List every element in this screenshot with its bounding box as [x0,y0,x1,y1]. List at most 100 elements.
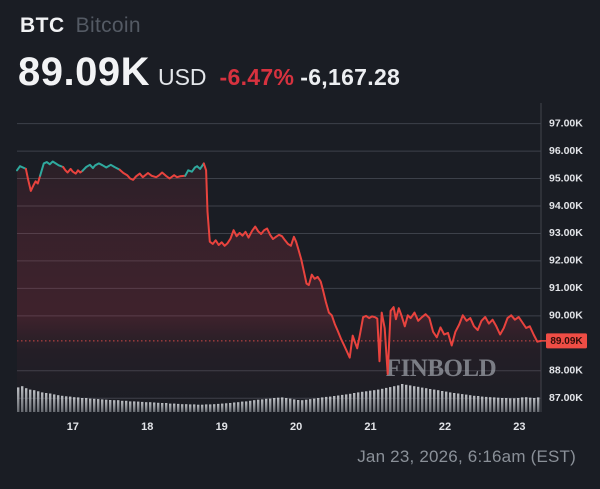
volume-bar [37,391,40,412]
volume-bar [217,403,220,412]
volume-bar [49,393,52,412]
volume-bar [449,392,452,412]
volume-bar [373,390,376,412]
volume-bar [65,396,68,412]
volume-bar [121,400,124,412]
price-line-segment-down [62,166,84,175]
volume-bar [393,386,396,412]
volume-bar [501,398,504,412]
volume-bar [389,387,392,412]
volume-bar [317,398,320,412]
price-value: 89.09K [18,50,150,94]
volume-bar [413,386,416,412]
ticker-name: Bitcoin [75,14,141,37]
volume-bar [213,404,216,412]
x-tick-label: 20 [290,421,302,433]
price-line-segment-down [202,162,542,376]
volume-bar [381,388,384,412]
volume-bar [365,391,368,412]
volume-bar [469,395,472,412]
volume-bar [133,401,136,412]
volume-bar [385,387,388,412]
volume-bar [265,398,268,412]
volume-bar [205,404,208,412]
volume-bar [345,394,348,412]
price-area-fill [17,161,541,412]
volume-bar [277,397,280,412]
volume-bar [189,404,192,412]
volume-bar [337,395,340,412]
volume-bar [221,403,224,412]
volume-bar [349,393,352,412]
volume-bar [537,397,540,412]
volume-bar [161,403,164,412]
volume-bar [269,398,272,412]
volume-bar [361,391,364,412]
volume-bar [69,396,72,412]
volume-bar [533,398,536,412]
volume-bar [441,391,444,412]
volume-bar [305,399,308,412]
x-tick-label: 23 [513,421,525,433]
volume-bar [229,403,232,412]
volume-bar [261,399,264,412]
ticker-row: BTC Bitcoin [20,14,141,38]
volume-bar [137,401,140,412]
volume-bar [89,398,92,412]
volume-bar [297,400,300,412]
y-tick-label: 91.00K [549,282,583,294]
volume-bar [109,400,112,412]
volume-bar [461,394,464,412]
volume-bar [97,399,100,412]
volume-bar [105,399,108,412]
volume-bar [81,398,84,412]
volume-bar [493,397,496,412]
volume-bar [129,401,132,412]
x-tick-label: 17 [67,421,79,433]
volume-bar [293,399,296,412]
volume-bar [309,399,312,412]
volume-bar [333,396,336,412]
price-currency: USD [157,64,207,90]
volume-bar [153,402,156,412]
y-tick-label: 90.00K [549,310,583,322]
volume-bar [489,397,492,412]
price-line-segment-down [24,167,42,192]
y-tick-label: 87.00K [549,392,583,404]
volume-bar [377,389,380,412]
price-line-segment-up [184,162,205,177]
volume-bar [245,401,248,412]
price-line-segment-up [81,162,121,172]
volume-bar [157,402,160,412]
volume-bar [125,400,128,412]
y-tick-label: 93.00K [549,227,583,239]
x-tick-label: 18 [141,421,153,433]
y-tick-label: 96.00K [549,145,583,157]
volume-bar [409,385,412,412]
volume-bar [145,402,148,412]
volume-bar [521,397,524,412]
volume-bar [149,402,152,412]
volume-bar [429,389,432,412]
volume-bar [33,390,36,412]
price-chart: 97.00K 96.00K 95.00K 94.00K 93.00K 92.00K 91.0… [16,103,587,433]
volume-bar [73,397,76,412]
volume-bar [241,401,244,412]
timestamp: Jan 23, 2026, 6:16am (EST) [357,447,576,466]
price-line-segment-up [16,165,27,172]
volume-bar [141,401,144,412]
volume-bar [325,396,328,412]
volume-bar [61,395,64,412]
ticker-symbol: BTC [20,14,65,37]
volume-bar [209,404,212,412]
volume-bar [405,384,408,412]
volume-bar [57,395,60,412]
volume-bar [513,398,516,412]
volume-bar [505,398,508,412]
volume-bar [425,388,428,412]
volume-bar [45,393,48,412]
volume-bar [93,398,96,412]
volume-bar [313,398,316,412]
y-tick-label: 92.00K [549,255,583,267]
